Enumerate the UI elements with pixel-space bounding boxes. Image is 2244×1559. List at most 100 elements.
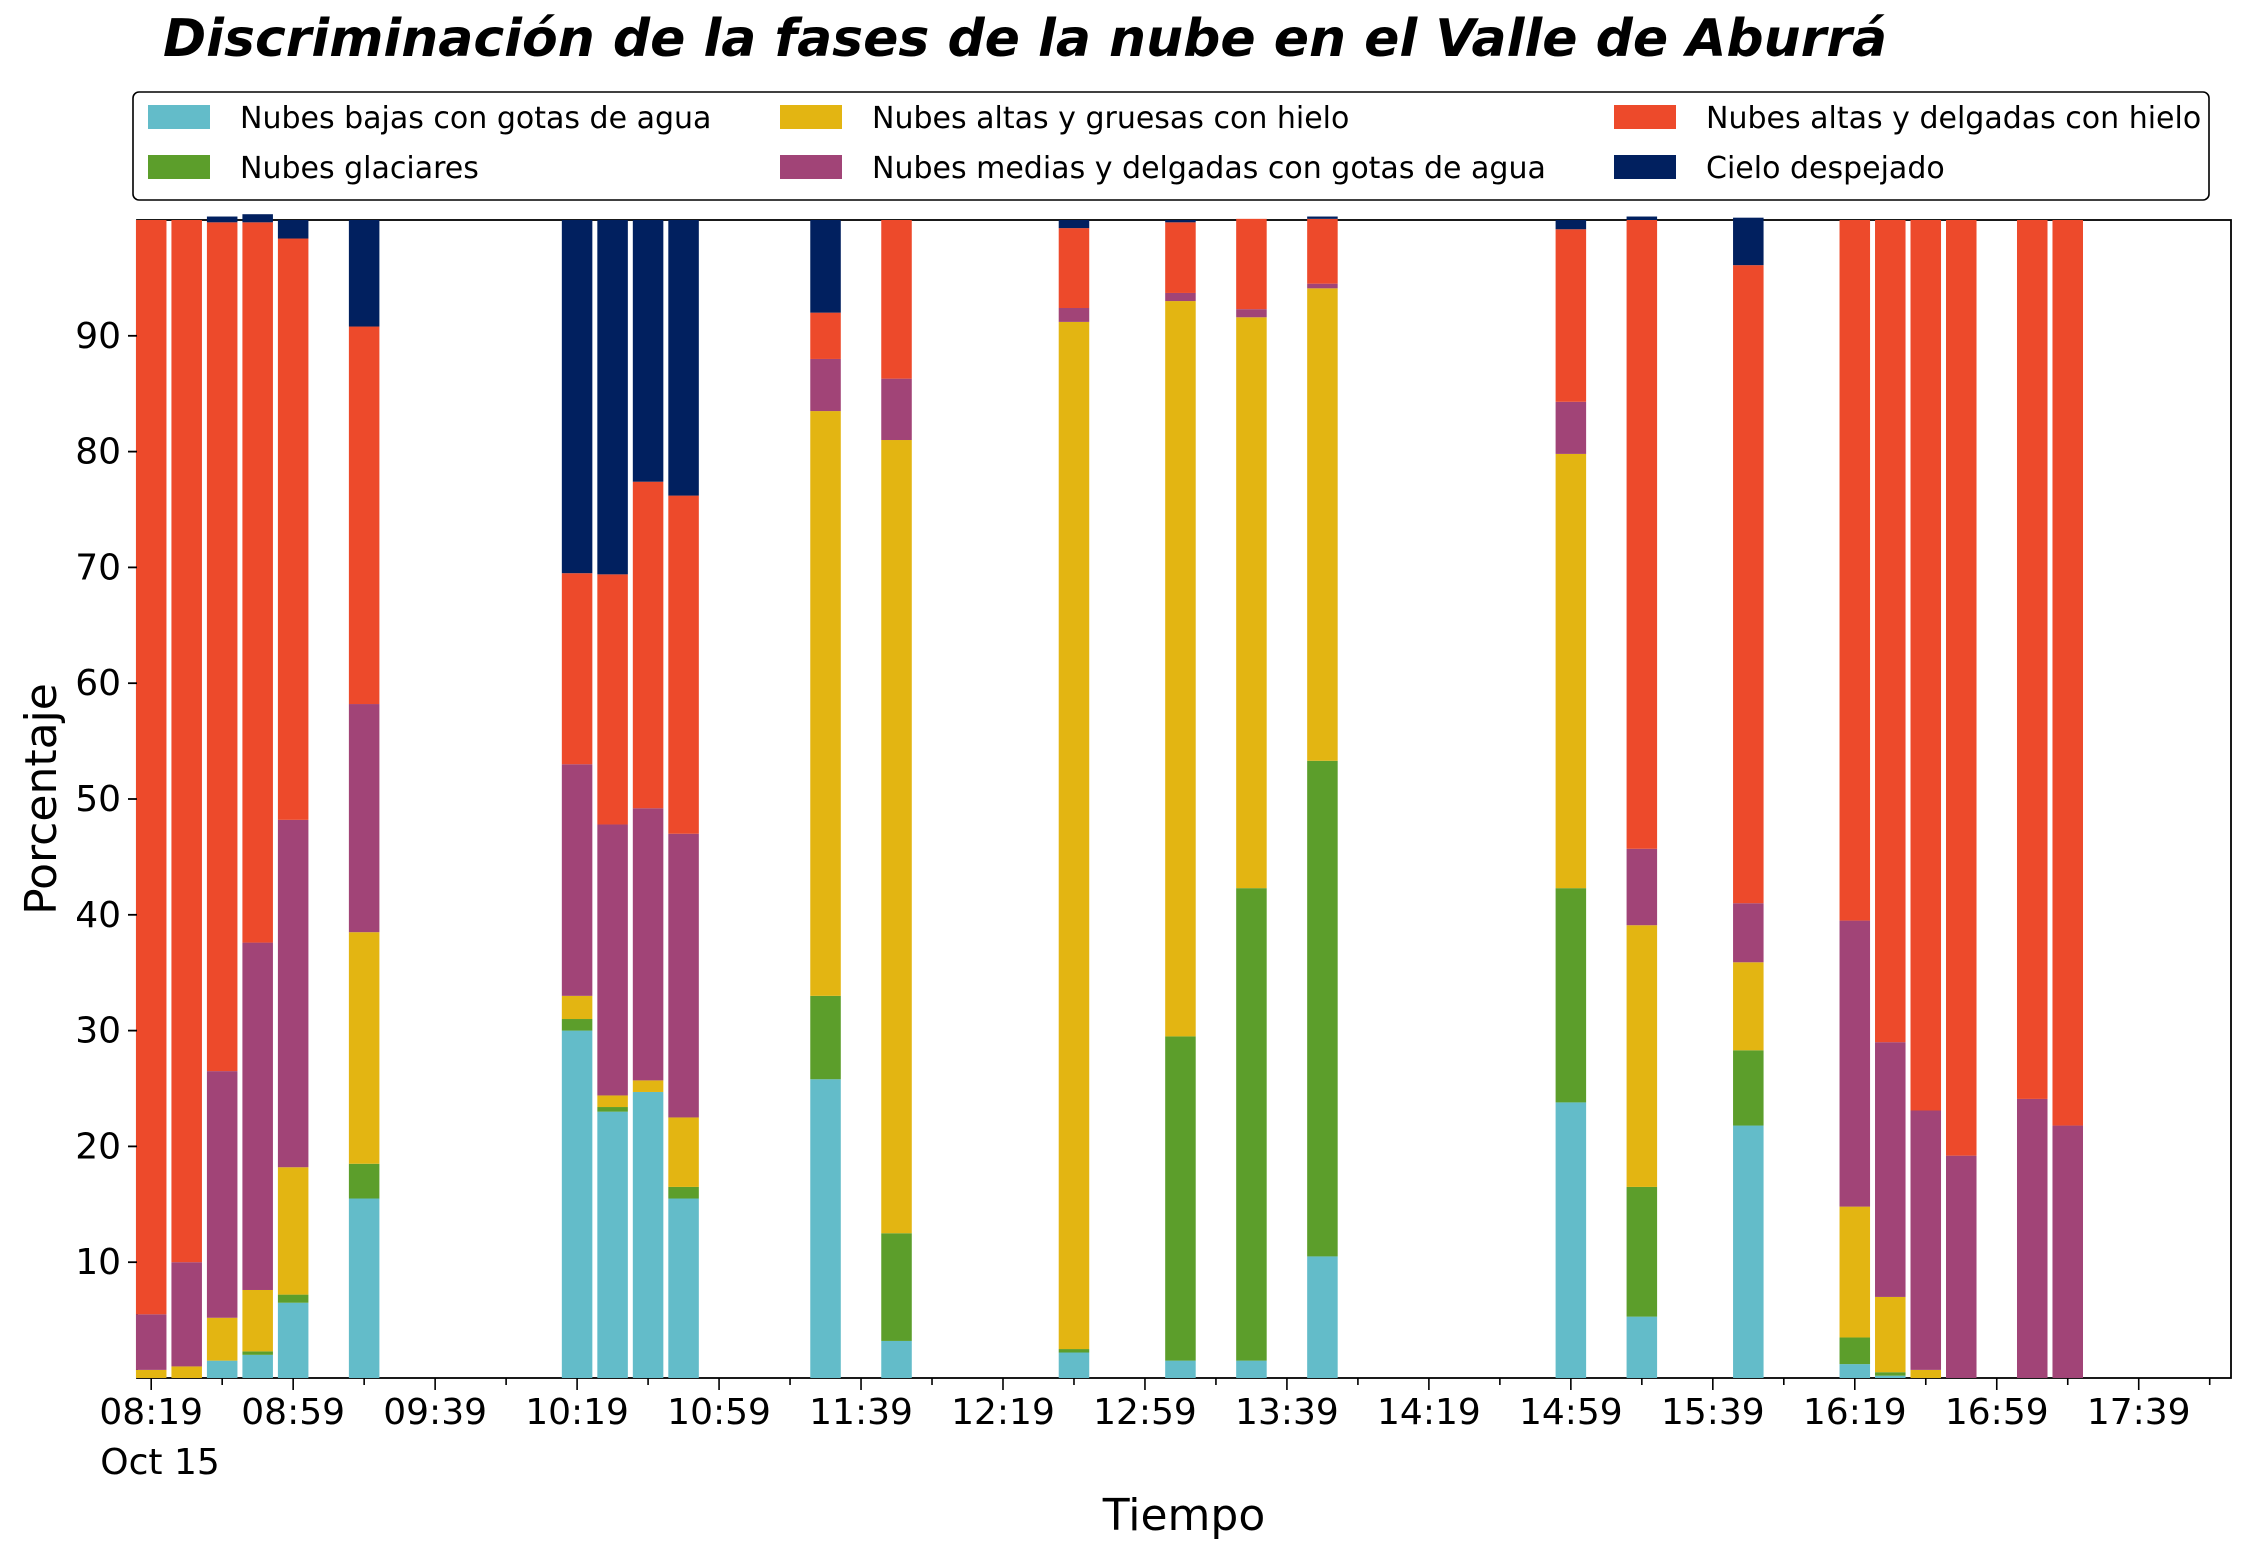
bar-1349-series-3 [1307, 283, 1338, 289]
bar-0849-series-2 [242, 1289, 273, 1352]
x-axis: 08:19 08:59 09:39 10:19 10:59 11:39 12:19 12:59… [99, 1378, 2211, 1433]
bar-1349-series-1 [1307, 760, 1338, 1257]
bar-1639-series-3 [1910, 1110, 1942, 1370]
bar-1619-series-1 [1839, 1337, 1871, 1365]
bar-1309-series-5 [1165, 220, 1196, 223]
bar-0919-series-5 [348, 220, 380, 327]
bar-1019-series-5 [561, 220, 593, 574]
x-tick-label: 09:39 [383, 1392, 487, 1433]
bar-0849-series-1 [242, 1351, 273, 1355]
bar-1619-series-3 [1839, 920, 1871, 1207]
bar-1519-series-1 [1626, 1186, 1658, 1317]
chart-title: Discriminación de la fases de la nube en… [163, 9, 1887, 69]
bar-1329-series-0 [1236, 1360, 1267, 1378]
bar-1329-series-4 [1236, 218, 1267, 310]
bar-1549-series-2 [1733, 962, 1764, 1051]
legend-swatch [780, 155, 842, 179]
bar-1239-series-0 [1058, 1352, 1090, 1378]
bar-0919-series-4 [348, 326, 380, 705]
legend-label: Nubes medias y delgadas con gotas de agu… [872, 151, 1546, 186]
bar-0919-series-2 [348, 932, 380, 1164]
bar-0829-series-4 [171, 220, 202, 1263]
bar-1549-series-1 [1733, 1050, 1764, 1126]
bar-1129-series-2 [810, 411, 841, 996]
bar-1629-series-3 [1875, 1042, 1906, 1297]
bar-0819-series-3 [135, 1314, 167, 1370]
bar-0859-series-5 [277, 220, 309, 239]
bar-1349-series-5 [1307, 216, 1338, 219]
legend-label: Nubes bajas con gotas de agua [240, 101, 711, 136]
x-axis-label: Tiempo [1102, 1490, 1266, 1541]
y-axis-label: Porcentaje [16, 683, 67, 915]
bar-0859-series-0 [277, 1302, 309, 1378]
y-tick-label: 40 [75, 895, 121, 936]
bar-1709-series-4 [2016, 220, 2048, 1099]
legend-label: Cielo despejado [1706, 151, 1945, 186]
legend-frame [132, 91, 2210, 201]
bar-0849-series-4 [242, 222, 273, 943]
y-tick-label: 60 [75, 663, 121, 704]
x-tick-label: 15:39 [1661, 1392, 1765, 1433]
y-tick-label: 90 [75, 316, 121, 357]
bar-1629-series-2 [1875, 1296, 1906, 1373]
bar-1019-series-2 [561, 995, 593, 1020]
bar-1329-series-3 [1236, 309, 1267, 318]
bar-1619-series-4 [1839, 220, 1871, 921]
bar-1649-series-3 [1946, 1155, 1977, 1378]
x-tick-label: 12:59 [1093, 1392, 1197, 1433]
bar-1019-series-0 [561, 1030, 593, 1378]
legend-swatch [1614, 105, 1676, 129]
bar-1519-series-5 [1626, 216, 1658, 220]
bar-1049-series-0 [668, 1198, 699, 1378]
bar-1029-series-5 [597, 220, 628, 575]
bar-1459-series-5 [1555, 220, 1587, 230]
bar-1019-series-1 [561, 1019, 593, 1031]
bar-1029-series-4 [597, 574, 628, 825]
legend-swatch [148, 155, 210, 179]
bar-1149-series-4 [881, 220, 912, 379]
bar-1039-series-2 [632, 1080, 664, 1092]
bar-1029-series-0 [597, 1111, 628, 1378]
bar-0839-series-0 [206, 1360, 238, 1378]
bar-0829-series-2 [171, 1366, 202, 1378]
bar-1459-series-3 [1555, 401, 1587, 454]
bar-0919-series-0 [348, 1198, 380, 1378]
bar-0849-series-0 [242, 1354, 273, 1378]
bars-layer [135, 214, 2083, 1378]
bar-1239-series-4 [1058, 228, 1090, 309]
bar-0839-series-2 [206, 1317, 238, 1361]
bar-1549-series-5 [1733, 217, 1764, 266]
bar-1639-series-2 [1910, 1369, 1942, 1378]
x-tick-label: 17:39 [2087, 1392, 2191, 1433]
bar-1149-series-1 [881, 1233, 912, 1341]
bar-1149-series-3 [881, 378, 912, 441]
x-tick-label: 08:19 [99, 1392, 203, 1433]
bar-1459-series-4 [1555, 229, 1587, 402]
bar-0859-series-1 [277, 1294, 309, 1303]
bar-0849-series-5 [242, 214, 273, 223]
bar-1039-series-4 [632, 481, 664, 809]
bar-1049-series-2 [668, 1117, 699, 1187]
bar-1039-series-0 [632, 1091, 664, 1378]
legend-label: Nubes glaciares [240, 151, 479, 186]
x-tick-label: 10:19 [525, 1392, 629, 1433]
bar-0839-series-5 [206, 216, 238, 223]
bar-1029-series-3 [597, 824, 628, 1096]
bar-1129-series-4 [810, 312, 841, 359]
bar-1129-series-0 [810, 1079, 841, 1378]
bar-1149-series-0 [881, 1340, 912, 1378]
bar-1709-series-3 [2016, 1098, 2048, 1378]
bar-1309-series-3 [1165, 292, 1196, 302]
bar-0839-series-4 [206, 222, 238, 1072]
x-tick-label: 08:59 [241, 1392, 345, 1433]
bar-1629-series-4 [1875, 220, 1906, 1043]
bar-0859-series-3 [277, 819, 309, 1168]
x-tick-label: 12:19 [951, 1392, 1055, 1433]
bar-1619-series-0 [1839, 1364, 1871, 1378]
bar-1639-series-4 [1910, 220, 1942, 1111]
bar-1459-series-1 [1555, 888, 1587, 1103]
bar-1039-series-5 [632, 220, 664, 482]
bar-1149-series-2 [881, 440, 912, 1234]
bar-1239-series-1 [1058, 1349, 1090, 1353]
